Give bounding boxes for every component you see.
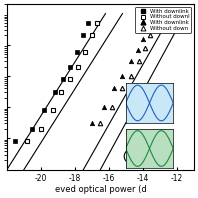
X-axis label: eved optical power (d: eved optical power (d: [54, 185, 146, 194]
Legend: With downlink, Without downl, With downlink, Without down: With downlink, Without downl, With downl…: [135, 7, 191, 33]
